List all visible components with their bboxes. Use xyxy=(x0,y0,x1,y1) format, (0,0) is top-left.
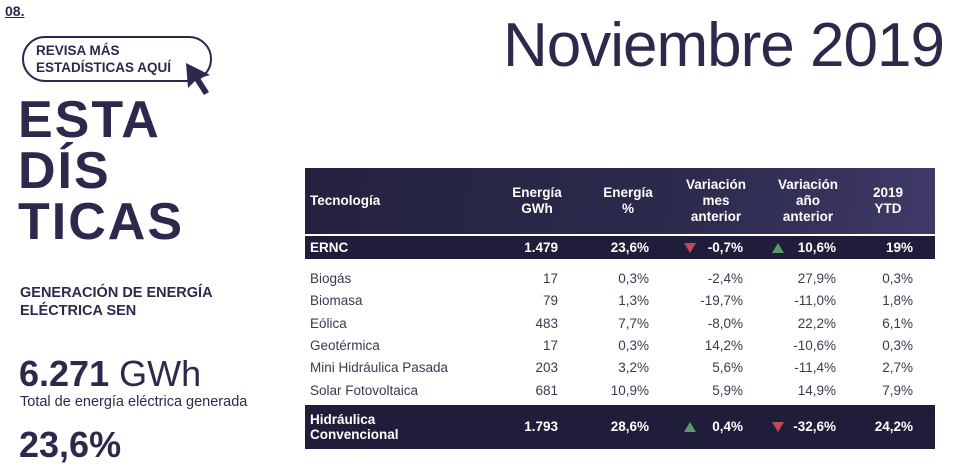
table-cell: Geotérmica xyxy=(310,337,380,353)
summary-cell: Hidráulica xyxy=(310,412,376,427)
table-cell: Biogás xyxy=(310,271,352,286)
stat-value: 6.271 xyxy=(19,353,110,394)
table-cell: 5,6% xyxy=(712,360,743,376)
header-cell: anterior xyxy=(690,209,742,224)
stat: 6.271 GWh xyxy=(19,353,201,395)
table-cell: -8,0% xyxy=(707,315,743,331)
heading-line: DÍS xyxy=(18,142,111,200)
summary-cell: 1.479 xyxy=(524,240,558,255)
table-cell: 0,3% xyxy=(882,271,913,286)
header-cell: mes xyxy=(702,193,730,208)
table-cell: 27,9% xyxy=(797,271,836,286)
summary-cell: -32,6% xyxy=(793,419,836,434)
table-cell: 2,7% xyxy=(882,360,913,376)
subtitle: GENERACIÓN DE ENERGÍA ELÉCTRICA SEN xyxy=(20,284,213,320)
summary-cell: 24,2% xyxy=(874,419,913,434)
trend-arrow-down xyxy=(772,422,784,432)
table-cell: -11,0% xyxy=(794,293,836,309)
page-number: 08. xyxy=(5,3,25,19)
table-cell: Biomasa xyxy=(310,293,363,309)
summary-row-bg xyxy=(305,405,935,449)
header-cell: anterior xyxy=(782,209,834,224)
table-cell: 0,3% xyxy=(882,337,913,353)
summary-cell: 1.793 xyxy=(524,419,558,434)
trend-arrow-up xyxy=(684,422,696,432)
table-cell: 203 xyxy=(535,360,558,376)
header-cell: Energía xyxy=(512,185,562,200)
subtitle-line: GENERACIÓN DE ENERGÍA xyxy=(20,285,213,301)
stat-unit: GWh xyxy=(119,353,202,394)
summary-cell: 10,6% xyxy=(797,240,836,255)
stat-description: Total de energía eléctrica generada xyxy=(20,394,248,410)
summary-cell: 19% xyxy=(885,240,913,255)
trend-arrow-up xyxy=(772,242,784,253)
table-cell: 3,2% xyxy=(618,360,649,376)
summary-cell: 28,6% xyxy=(610,419,649,434)
table-cell: -10,6% xyxy=(793,337,836,353)
table-cell: -19,7% xyxy=(700,293,743,309)
table-cell: 14,9% xyxy=(797,382,836,398)
summary-row-bg xyxy=(305,236,935,259)
table-cell: 22,2% xyxy=(797,315,836,331)
header-cell: año xyxy=(795,193,820,208)
table-cell: 0,3% xyxy=(618,271,649,286)
table-cell: Solar Fotovoltaica xyxy=(310,382,419,398)
table-cell: 17 xyxy=(542,337,558,353)
table-cell: 17 xyxy=(542,271,558,286)
table-cell: -2,4% xyxy=(707,271,743,286)
table-cell: -11,4% xyxy=(794,360,836,376)
summary-cell: 23,6% xyxy=(610,240,649,255)
table-cell: 1,8% xyxy=(882,293,913,309)
summary-cell: ERNC xyxy=(310,240,349,255)
table-cell: 0,3% xyxy=(618,337,649,353)
header-cell: Variación xyxy=(685,177,747,192)
header-cell: GWh xyxy=(521,201,553,216)
table-cell: Mini Hidráulica Pasada xyxy=(310,360,449,376)
header-cell: Variación xyxy=(777,177,839,192)
table-cell: 14,2% xyxy=(704,337,743,353)
heading: ESTA DÍS TICAS xyxy=(18,91,184,251)
summary-cell: -0,7% xyxy=(707,240,743,255)
header-cell: Tecnología xyxy=(310,193,381,208)
table-cell: Eólica xyxy=(310,315,347,331)
subtitle-line: ELÉCTRICA SEN xyxy=(20,303,137,319)
table-cell: 5,9% xyxy=(712,382,743,398)
page: 08. REVISA MÁS ESTADÍSTICAS AQUÍ ESTA DÍ… xyxy=(5,3,945,465)
table-cell: 7,7% xyxy=(618,315,649,331)
cursor-icon xyxy=(186,63,210,95)
summary-cell: 0,4% xyxy=(712,419,743,434)
stats-button-label[interactable]: REVISA MÁS ESTADÍSTICAS AQUÍ xyxy=(36,42,171,76)
button-line: REVISA MÁS xyxy=(36,43,120,58)
header-cell: YTD xyxy=(874,201,902,216)
table-cell: 1,3% xyxy=(618,293,649,309)
table-cell: 10,9% xyxy=(610,382,649,398)
title: Noviembre 2019 xyxy=(503,11,945,80)
button-line: ESTADÍSTICAS AQUÍ xyxy=(36,60,172,75)
table: Tecnología Energía GWh Energía% Variación mes… xyxy=(310,177,913,442)
table-header xyxy=(305,168,935,234)
summary-cell: Convencional xyxy=(310,427,399,442)
header-cell: % xyxy=(621,201,634,216)
trend-arrow-down xyxy=(684,242,696,253)
table-cell: 483 xyxy=(535,315,558,331)
table-cell: 681 xyxy=(535,382,558,398)
header-cell: 2019 xyxy=(872,185,904,200)
cursor-shape xyxy=(186,63,210,95)
heading-line: TICAS xyxy=(18,193,184,251)
stats-button[interactable] xyxy=(22,36,212,82)
table-cell: 7,9% xyxy=(882,382,913,398)
heading-line: ESTA xyxy=(18,91,161,149)
table-cell: 79 xyxy=(542,293,558,309)
table-cell: 6,1% xyxy=(882,315,913,331)
header-cell: Energía xyxy=(603,185,653,200)
